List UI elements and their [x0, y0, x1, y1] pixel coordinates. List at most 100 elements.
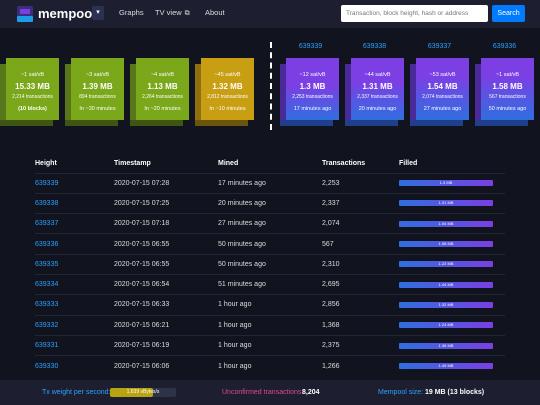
- block-mined: 27 minutes ago: [218, 213, 322, 234]
- block-mined: 1 hour ago: [218, 355, 322, 376]
- block-timestamp: 2020-07-15 06:55: [114, 253, 218, 275]
- block-tx-count: 2,214 transactions: [12, 94, 53, 100]
- block-eta: (10 blocks): [18, 106, 47, 112]
- block-size: 1.32 MB: [212, 82, 243, 91]
- filled-bar: 1.22 MB: [399, 261, 493, 268]
- mined-block[interactable]: ~1 sat/vB 1.58 MB 567 transactions 50 mi…: [475, 58, 534, 126]
- block-size: 15.33 MB: [15, 82, 50, 91]
- unconfirmed-label: Unconfirmed transactions:: [222, 389, 304, 396]
- block-eta: In ~20 minutes: [144, 106, 181, 112]
- filled-label: 1.58 MB: [438, 241, 454, 247]
- block-mined: 17 minutes ago: [218, 172, 322, 194]
- block-timestamp: 2020-07-15 06:06: [114, 355, 218, 376]
- block-tx-count: 2,264 transactions: [142, 94, 183, 100]
- filled-label: 1.3 MB: [439, 180, 453, 186]
- filled-label: 1.44 MB: [438, 281, 454, 287]
- blocks-table: Height Timestamp Mined Transactions Fill…: [35, 155, 505, 376]
- nav-tv-view[interactable]: TV view ⧉: [155, 8, 190, 18]
- block-height-link[interactable]: 639339: [35, 179, 59, 187]
- logo-icon[interactable]: [17, 6, 33, 22]
- column-header: Timestamp: [114, 160, 151, 168]
- table-row: 639335 2020-07-15 06:55 50 minutes ago 2…: [35, 253, 505, 275]
- block-height-label[interactable]: 639336: [492, 43, 517, 50]
- filled-bar: 1.36 MB: [399, 342, 493, 349]
- block-height-label[interactable]: 639339: [298, 43, 323, 50]
- block-fee: ~4 sat/vB: [150, 72, 175, 78]
- block-eta: In ~10 minutes: [209, 106, 246, 112]
- mined-block[interactable]: ~12 sat/vB 1.3 MB 2,253 transactions 17 …: [280, 58, 339, 126]
- network-dropdown-button[interactable]: ▾: [92, 6, 104, 20]
- table-row: 639333 2020-07-15 06:33 1 hour ago 2,856…: [35, 294, 505, 316]
- logo-text[interactable]: mempool: [38, 6, 96, 21]
- block-mined: 20 minutes ago: [218, 192, 322, 214]
- mined-block[interactable]: ~53 sat/vB 1.54 MB 2,074 transactions 27…: [410, 58, 469, 126]
- nav-graphs[interactable]: Graphs: [119, 8, 144, 17]
- block-transactions: 2,695: [322, 273, 399, 295]
- tx-weight-value: 1,639 vBytes/s: [126, 389, 160, 395]
- nav-about[interactable]: About: [205, 8, 225, 17]
- block-transactions: 1,266: [322, 355, 399, 376]
- block-transactions: 2,375: [322, 334, 399, 356]
- search-button[interactable]: Search: [492, 5, 525, 22]
- block-height-link[interactable]: 639330: [35, 362, 59, 370]
- tx-weight-label: Tx weight per second:: [42, 389, 111, 396]
- filled-bar: 1.24 MB: [399, 322, 493, 329]
- block-mined-time: 27 minutes ago: [423, 106, 462, 112]
- filled-label: 1.22 MB: [438, 261, 454, 267]
- block-timestamp: 2020-07-15 06:19: [114, 334, 218, 356]
- block-transactions: 1,368: [322, 314, 399, 336]
- block-transactions: 567: [322, 233, 399, 255]
- mined-block[interactable]: ~44 sat/vB 1.31 MB 2,337 transactions 20…: [345, 58, 404, 126]
- block-timestamp: 2020-07-15 07:18: [114, 213, 218, 234]
- block-tx-count: 2,812 transactions: [207, 94, 248, 100]
- block-timestamp: 2020-07-15 07:28: [114, 172, 218, 194]
- mempool-divider: [270, 42, 272, 130]
- block-height-link[interactable]: 639334: [35, 281, 59, 289]
- block-fee: ~1 sat/vB: [495, 72, 520, 78]
- column-header: Height: [35, 160, 57, 168]
- block-height-link[interactable]: 639338: [35, 199, 59, 207]
- column-header: Transactions: [322, 160, 366, 168]
- block-timestamp: 2020-07-15 06:54: [114, 273, 218, 295]
- search-input[interactable]: [341, 5, 488, 22]
- filled-bar: 1.44 MB: [399, 281, 493, 288]
- filled-label: 1.36 MB: [438, 342, 454, 348]
- filled-bar: 1.3 MB: [399, 180, 493, 187]
- mempool-size-label: Mempool size:: [378, 389, 424, 396]
- table-row: 639336 2020-07-15 06:55 50 minutes ago 5…: [35, 233, 505, 255]
- filled-label: 1.54 MB: [438, 220, 454, 226]
- block-tx-count: 2,337 transactions: [357, 94, 398, 100]
- block-mined-time: 17 minutes ago: [293, 106, 332, 112]
- table-row: 639337 2020-07-15 07:18 27 minutes ago 2…: [35, 213, 505, 234]
- unconfirmed-value: 8,204: [302, 389, 320, 396]
- table-header-row: Height Timestamp Mined Transactions Fill…: [35, 155, 505, 173]
- block-height-link[interactable]: 639333: [35, 301, 59, 309]
- table-row: 639339 2020-07-15 07:28 17 minutes ago 2…: [35, 172, 505, 194]
- column-header: Filled: [399, 160, 418, 168]
- projected-block[interactable]: ~3 sat/vB 1.39 MB 894 transactions In ~3…: [65, 58, 124, 126]
- nav-tv-view-label: TV view: [155, 8, 182, 17]
- block-tx-count: 894 transactions: [79, 94, 116, 100]
- block-size: 1.31 MB: [362, 82, 393, 91]
- block-height-link[interactable]: 639331: [35, 342, 59, 350]
- projected-block[interactable]: ~1 sat/vB 15.33 MB 2,214 transactions (1…: [0, 58, 59, 126]
- block-height-label[interactable]: 639338: [362, 43, 387, 50]
- block-height-link[interactable]: 639337: [35, 220, 59, 228]
- block-height-label[interactable]: 639337: [427, 43, 452, 50]
- block-fee: ~1 sat/vB: [20, 72, 45, 78]
- block-height-link[interactable]: 639336: [35, 240, 59, 248]
- block-tx-count: 2,074 transactions: [422, 94, 463, 100]
- projected-block[interactable]: ~4 sat/vB 1.13 MB 2,264 transactions In …: [130, 58, 189, 126]
- block-size: 1.58 MB: [492, 82, 523, 91]
- block-height-link[interactable]: 639332: [35, 321, 59, 329]
- projected-block[interactable]: ~45 sat/vB 1.32 MB 2,812 transactions In…: [195, 58, 254, 126]
- filled-label: 1.24 MB: [438, 322, 454, 328]
- filled-bar: 1.31 MB: [399, 200, 493, 207]
- block-fee: ~12 sat/vB: [299, 72, 326, 78]
- table-row: 639338 2020-07-15 07:25 20 minutes ago 2…: [35, 192, 505, 214]
- block-timestamp: 2020-07-15 06:33: [114, 294, 218, 316]
- block-mined-time: 50 minutes ago: [488, 106, 527, 112]
- block-fee: ~44 sat/vB: [364, 72, 391, 78]
- block-height-link[interactable]: 639335: [35, 260, 59, 268]
- block-tx-count: 2,253 transactions: [292, 94, 333, 100]
